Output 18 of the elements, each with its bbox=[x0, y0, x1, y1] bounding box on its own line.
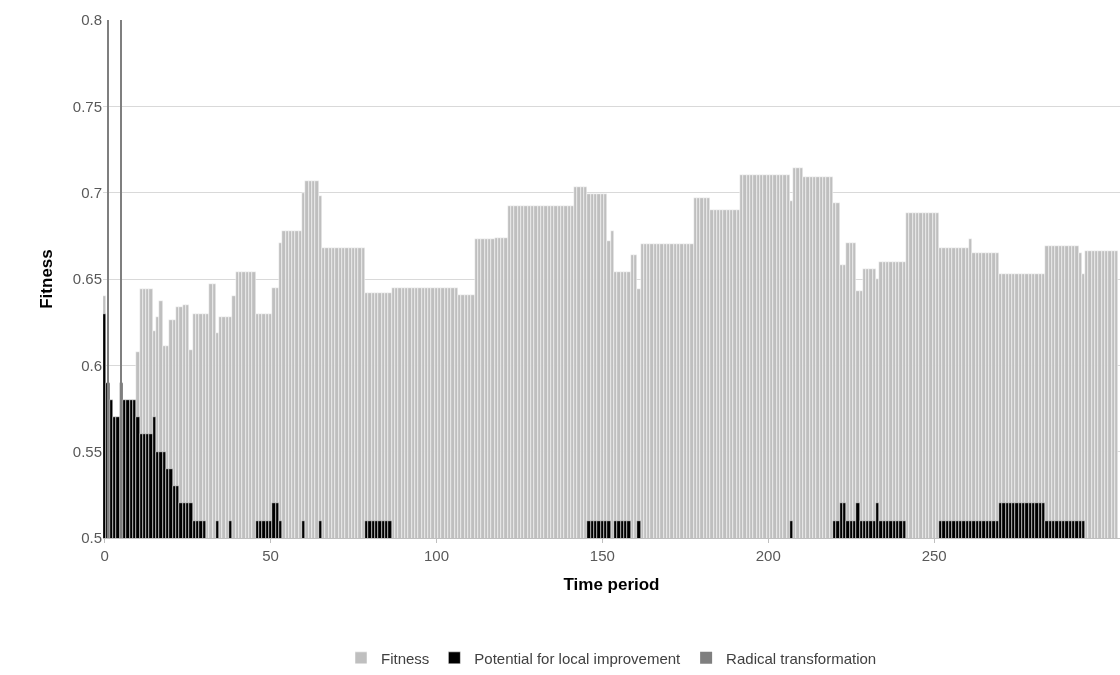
y-tick-label: 0.7 bbox=[81, 183, 102, 201]
y-tick-label: 0.75 bbox=[72, 97, 102, 115]
x-tick-label: 50 bbox=[262, 547, 279, 564]
x-tick-label: 200 bbox=[755, 547, 781, 564]
y-tick-label: 0.6 bbox=[81, 356, 102, 374]
y-tick-label: 0.8 bbox=[81, 11, 102, 29]
legend-label: Fitness bbox=[381, 649, 430, 667]
x-tick-label: 100 bbox=[423, 547, 449, 564]
x-tick-label: 0 bbox=[100, 547, 109, 564]
x-tick-label: 250 bbox=[921, 547, 947, 564]
x-tick-label: 150 bbox=[589, 547, 615, 564]
y-tick-label: 0.55 bbox=[72, 442, 102, 460]
y-axis-title: Fitness bbox=[37, 249, 57, 309]
legend-label: Potential for local improvement bbox=[474, 649, 682, 667]
legend-label: Radical transformation bbox=[726, 649, 877, 667]
y-tick-label: 0.65 bbox=[72, 270, 102, 288]
x-axis-title: Time period bbox=[563, 575, 660, 595]
y-tick-label: 0.5 bbox=[81, 529, 102, 547]
